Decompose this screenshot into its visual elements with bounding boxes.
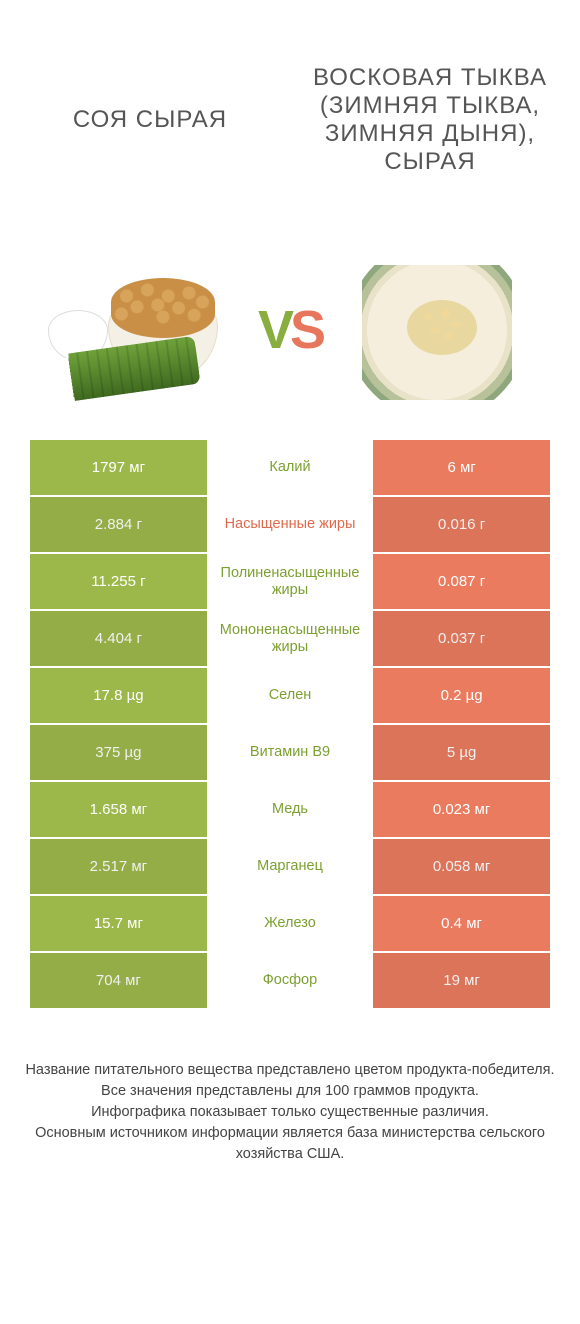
nutrient-label: Марганец bbox=[207, 839, 373, 894]
left-food-title: СОЯ СЫРАЯ bbox=[24, 106, 276, 134]
nutrient-row: 2.884 гНасыщенные жиры0.016 г bbox=[30, 497, 550, 554]
nutrient-left-value: 17.8 µg bbox=[30, 668, 207, 723]
footer-line: Основным источником информации является … bbox=[20, 1123, 560, 1165]
nutrient-right-value: 0.023 мг bbox=[373, 782, 550, 837]
footer-line: Все значения представлены для 100 граммо… bbox=[20, 1081, 560, 1102]
nutrient-row: 4.404 гМононенасыщенные жиры0.037 г bbox=[30, 611, 550, 668]
footer-notes: Название питательного вещества представл… bbox=[20, 1060, 560, 1165]
nutrient-right-value: 19 мг bbox=[373, 953, 550, 1008]
nutrient-row: 1797 мгКалий6 мг bbox=[30, 440, 550, 497]
nutrient-label: Железо bbox=[207, 896, 373, 951]
nutrient-right-value: 0.087 г bbox=[373, 554, 550, 609]
nutrient-right-value: 5 µg bbox=[373, 725, 550, 780]
nutrient-label: Полиненасыщенные жиры bbox=[207, 554, 373, 609]
nutrient-left-value: 15.7 мг bbox=[30, 896, 207, 951]
nutrient-right-value: 0.058 мг bbox=[373, 839, 550, 894]
nutrient-label: Селен bbox=[207, 668, 373, 723]
nutrient-right-value: 6 мг bbox=[373, 440, 550, 495]
nutrient-left-value: 1.658 мг bbox=[30, 782, 207, 837]
nutrient-label: Мононенасыщенные жиры bbox=[207, 611, 373, 666]
nutrient-table: 1797 мгКалий6 мг2.884 гНасыщенные жиры0.… bbox=[30, 440, 550, 1010]
nutrient-left-value: 2.517 мг bbox=[30, 839, 207, 894]
nutrient-row: 17.8 µgСелен0.2 µg bbox=[30, 668, 550, 725]
nutrient-left-value: 375 µg bbox=[30, 725, 207, 780]
nutrient-right-value: 0.4 мг bbox=[373, 896, 550, 951]
right-food-title: ВОСКОВАЯ ТЫКВА (ЗИМНЯЯ ТЫКВА, ЗИМНЯЯ ДЫН… bbox=[304, 64, 556, 176]
header: СОЯ СЫРАЯ ВОСКОВАЯ ТЫКВА (ЗИМНЯЯ ТЫКВА, … bbox=[0, 0, 580, 240]
footer-line: Название питательного вещества представл… bbox=[20, 1060, 560, 1081]
nutrient-right-value: 0.2 µg bbox=[373, 668, 550, 723]
nutrient-row: 704 мгФосфор19 мг bbox=[30, 953, 550, 1010]
nutrient-row: 2.517 мгМарганец0.058 мг bbox=[30, 839, 550, 896]
right-food-image bbox=[332, 250, 532, 410]
vs-label: VS bbox=[258, 299, 322, 361]
nutrient-label: Медь bbox=[207, 782, 373, 837]
nutrient-row: 11.255 гПолиненасыщенные жиры0.087 г bbox=[30, 554, 550, 611]
vs-row: VS bbox=[0, 240, 580, 440]
nutrient-row: 15.7 мгЖелезо0.4 мг bbox=[30, 896, 550, 953]
nutrient-label: Витамин B9 bbox=[207, 725, 373, 780]
nutrient-label: Калий bbox=[207, 440, 373, 495]
nutrient-left-value: 2.884 г bbox=[30, 497, 207, 552]
nutrient-left-value: 1797 мг bbox=[30, 440, 207, 495]
nutrient-right-value: 0.037 г bbox=[373, 611, 550, 666]
footer-line: Инфографика показывает только существенн… bbox=[20, 1102, 560, 1123]
vs-s: S bbox=[290, 300, 322, 360]
nutrient-label: Насыщенные жиры bbox=[207, 497, 373, 552]
nutrient-left-value: 11.255 г bbox=[30, 554, 207, 609]
nutrient-left-value: 4.404 г bbox=[30, 611, 207, 666]
nutrient-row: 1.658 мгМедь0.023 мг bbox=[30, 782, 550, 839]
nutrient-left-value: 704 мг bbox=[30, 953, 207, 1008]
vs-v: V bbox=[258, 300, 290, 360]
nutrient-right-value: 0.016 г bbox=[373, 497, 550, 552]
nutrient-label: Фосфор bbox=[207, 953, 373, 1008]
nutrient-row: 375 µgВитамин B95 µg bbox=[30, 725, 550, 782]
left-food-image bbox=[48, 250, 248, 410]
